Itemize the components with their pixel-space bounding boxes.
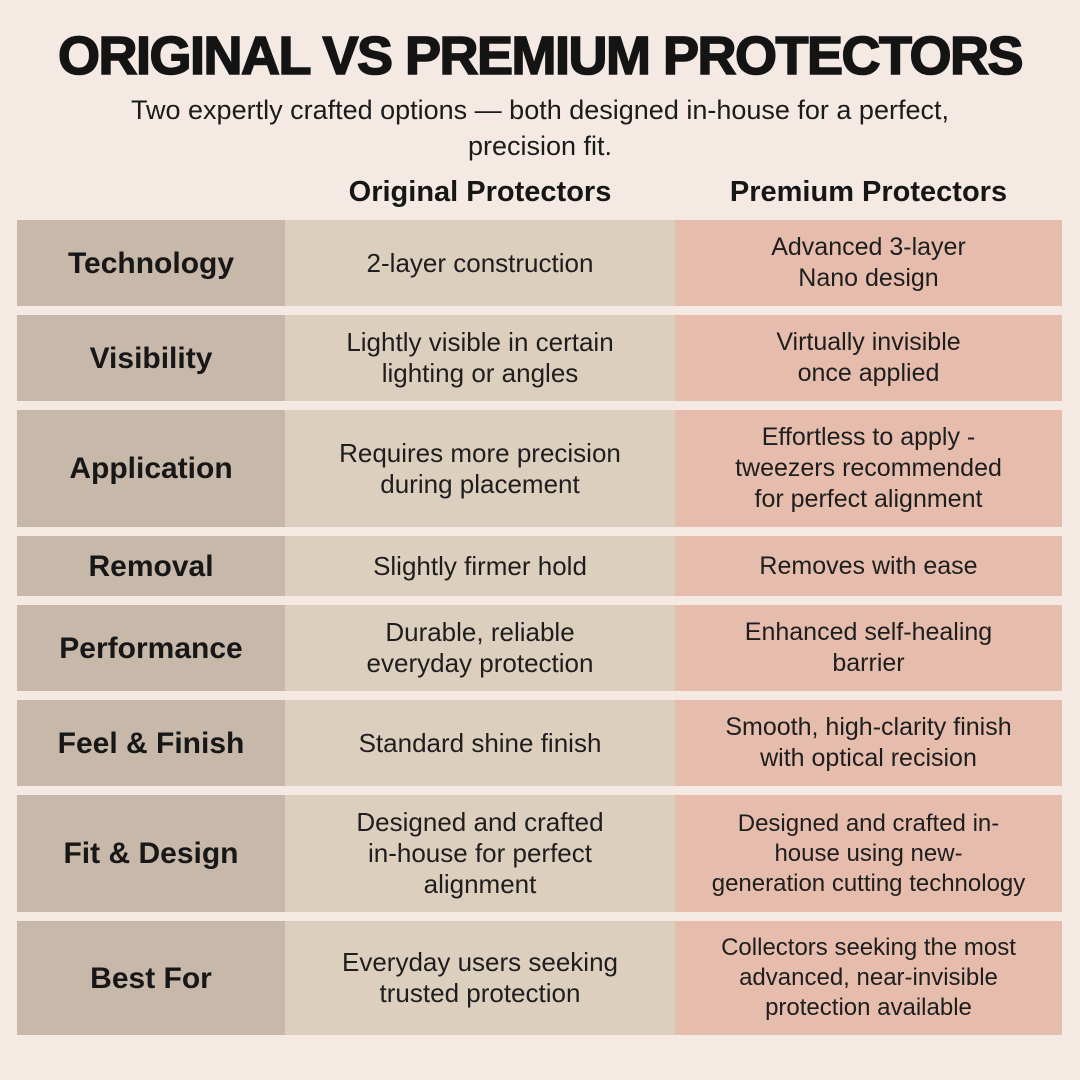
column-header-premium: Premium Protectors xyxy=(729,176,1008,208)
comparison-table: Technology 2-layer construction Advanced… xyxy=(0,220,1080,1035)
table-row-feel-finish: Feel & Finish Standard shine finish Smoo… xyxy=(17,700,1062,786)
original-cell: Requires more precision during placement xyxy=(285,410,675,527)
original-cell: Everyday users seeking trusted protectio… xyxy=(285,921,675,1035)
premium-cell: Effortless to apply - tweezers recommend… xyxy=(675,410,1062,527)
table-row-best-for: Best For Everyday users seeking trusted … xyxy=(17,921,1062,1035)
row-label: Application xyxy=(17,410,285,527)
row-label: Performance xyxy=(17,605,285,691)
premium-cell: Virtually invisible once applied xyxy=(675,315,1062,401)
premium-cell: Smooth, high-clarity finish with optical… xyxy=(675,700,1062,786)
table-row-technology: Technology 2-layer construction Advanced… xyxy=(17,220,1062,306)
page-subtitle: Two expertly crafted options — both desi… xyxy=(131,95,949,161)
column-headers: Original Protectors Premium Protectors xyxy=(17,172,1062,212)
original-cell: Standard shine finish xyxy=(285,700,675,786)
row-label: Fit & Design xyxy=(17,795,285,912)
premium-cell: Designed and crafted in- house using new… xyxy=(675,795,1062,912)
page-title: ORIGINAL VS PREMIUM PROTECTORS xyxy=(57,26,1024,86)
column-header-spacer xyxy=(17,172,285,212)
original-cell: Slightly firmer hold xyxy=(285,536,675,596)
original-cell: Designed and crafted in-house for perfec… xyxy=(285,795,675,912)
premium-cell: Collectors seeking the most advanced, ne… xyxy=(675,921,1062,1035)
premium-cell: Advanced 3-layer Nano design xyxy=(675,220,1062,306)
original-cell: Durable, reliable everyday protection xyxy=(285,605,675,691)
row-label: Visibility xyxy=(17,315,285,401)
premium-cell: Removes with ease xyxy=(675,536,1062,596)
table-row-visibility: Visibility Lightly visible in certain li… xyxy=(17,315,1062,401)
table-row-application: Application Requires more precision duri… xyxy=(17,410,1062,527)
table-row-removal: Removal Slightly firmer hold Removes wit… xyxy=(17,536,1062,596)
table-row-fit-design: Fit & Design Designed and crafted in-hou… xyxy=(17,795,1062,912)
column-header-original: Original Protectors xyxy=(348,176,612,208)
original-cell: 2-layer construction xyxy=(285,220,675,306)
original-cell: Lightly visible in certain lighting or a… xyxy=(285,315,675,401)
row-label: Technology xyxy=(17,220,285,306)
row-label: Removal xyxy=(17,536,285,596)
table-row-performance: Performance Durable, reliable everyday p… xyxy=(17,605,1062,691)
row-label: Best For xyxy=(17,921,285,1035)
row-label: Feel & Finish xyxy=(17,700,285,786)
premium-cell: Enhanced self-healing barrier xyxy=(675,605,1062,691)
